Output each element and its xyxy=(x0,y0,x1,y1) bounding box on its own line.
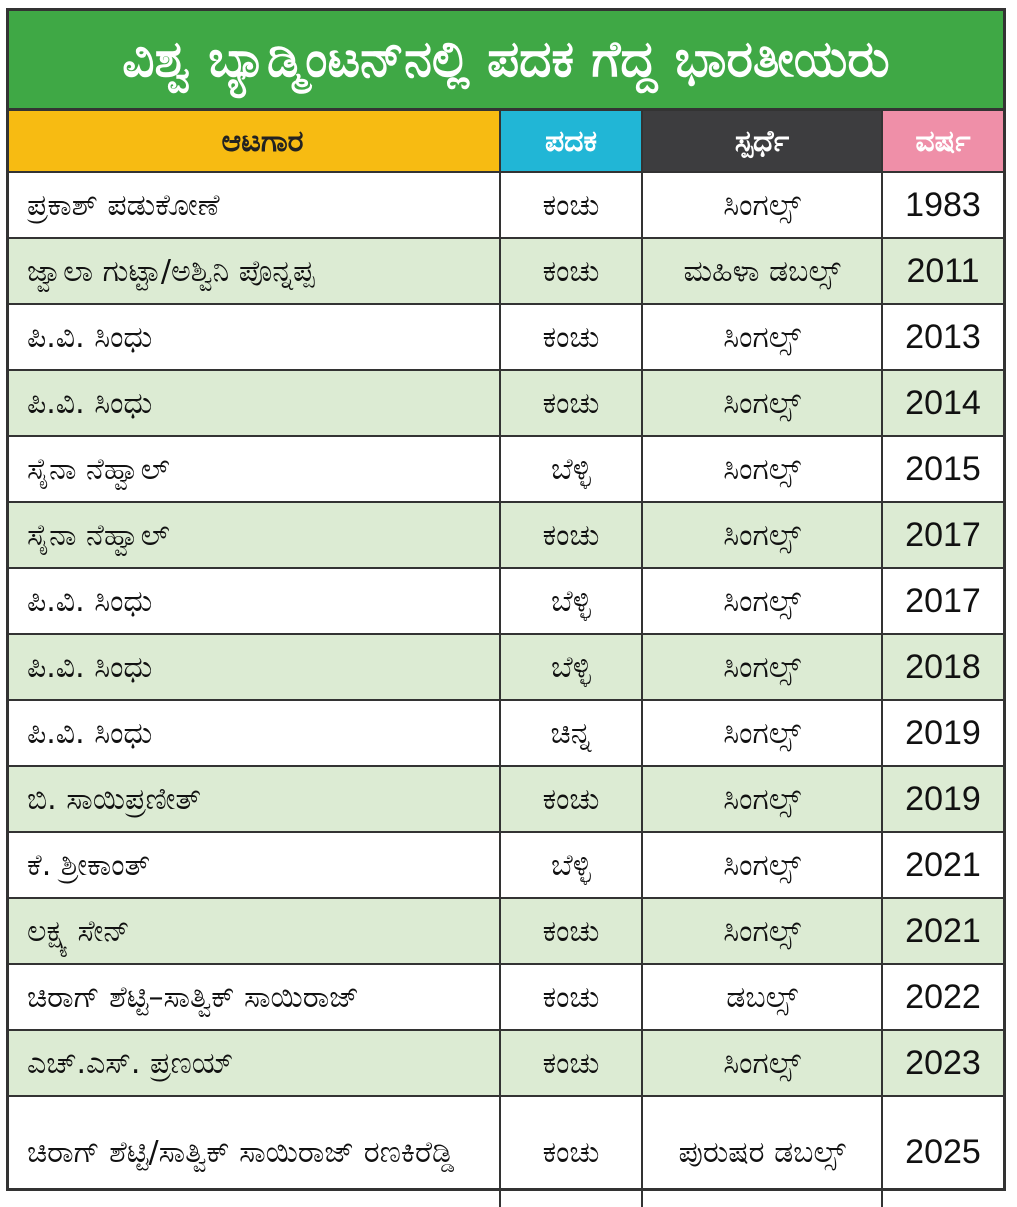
cell-year: 2015 xyxy=(881,435,1003,503)
cell-event: ಮಹಿಳಾ ಡಬಲ್ಸ್ xyxy=(641,237,883,305)
cell-event: ಸಿಂಗಲ್ಸ್ xyxy=(641,171,883,239)
cell-event: ಸಿಂಗಲ್ಸ್ xyxy=(641,897,883,965)
table-row: ಪ್ರಕಾಶ್ ಪಡುಕೋಣೆ ಕಂಚು ಸಿಂಗಲ್ಸ್ 1983 xyxy=(9,171,1003,239)
page-title: ವಿಶ್ವ ಬ್ಯಾಡ್ಮಿಂಟನ್‌ನಲ್ಲಿ ಪದಕ ಗೆದ್ದ ಭಾರತೀ… xyxy=(9,11,1003,111)
cell-player: ಸೈನಾ ನೆಹ್ವಾಲ್ xyxy=(9,435,501,503)
cell-player: ಜ್ವಾಲಾ ಗುಟ್ಟಾ/ಅಶ್ವಿನಿ ಪೊನ್ನಪ್ಪ xyxy=(9,237,501,305)
cell-medal: ಕಂಚು xyxy=(499,963,643,1031)
table-row: ಬಿ. ಸಾಯಿಪ್ರಣೀತ್ ಕಂಚು ಸಿಂಗಲ್ಸ್ 2019 xyxy=(9,765,1003,833)
table-row: ಚಿರಾಗ್ ಶೆಟ್ಟಿ–ಸಾತ್ವಿಕ್ ಸಾಯಿರಾಜ್ ಕಂಚು ಡಬಲ್ಸ… xyxy=(9,963,1003,1031)
cell-player: ಪಿ.ವಿ. ಸಿಂಧು xyxy=(9,303,501,371)
cell-event: ಡಬಲ್ಸ್ xyxy=(641,963,883,1031)
cell-event: ಸಿಂಗಲ್ಸ್ xyxy=(641,831,883,899)
cell-medal: ಕಂಚು xyxy=(499,765,643,833)
cell-event: ಸಿಂಗಲ್ಸ್ xyxy=(641,369,883,437)
cell-player: ಕೆ. ಶ್ರೀಕಾಂತ್ xyxy=(9,831,501,899)
cell-medal: ಕಂಚು xyxy=(499,369,643,437)
cell-medal: ಕಂಚು xyxy=(499,171,643,239)
cell-year: 2013 xyxy=(881,303,1003,371)
table-row: ಕೆ. ಶ್ರೀಕಾಂತ್ ಬೆಳ್ಳಿ ಸಿಂಗಲ್ಸ್ 2021 xyxy=(9,831,1003,899)
column-header-medal: ಪದಕ xyxy=(499,111,643,173)
cell-player: ಪಿ.ವಿ. ಸಿಂಧು xyxy=(9,567,501,635)
cell-medal: ಕಂಚು xyxy=(499,1095,643,1207)
cell-player: ಪ್ರಕಾಶ್ ಪಡುಕೋಣೆ xyxy=(9,171,501,239)
cell-event: ಸಿಂಗಲ್ಸ್ xyxy=(641,501,883,569)
cell-year: 2011 xyxy=(881,237,1003,305)
cell-event: ಪುರುಷರ ಡಬಲ್ಸ್ xyxy=(641,1095,883,1207)
table-row: ಪಿ.ವಿ. ಸಿಂಧು ಚಿನ್ನ ಸಿಂಗಲ್ಸ್ 2019 xyxy=(9,699,1003,767)
cell-year: 2014 xyxy=(881,369,1003,437)
cell-year: 2018 xyxy=(881,633,1003,701)
cell-event: ಸಿಂಗಲ್ಸ್ xyxy=(641,633,883,701)
cell-player: ಎಚ್.ಎಸ್. ಪ್ರಣಯ್ xyxy=(9,1029,501,1097)
table-row: ಪಿ.ವಿ. ಸಿಂಧು ಕಂಚು ಸಿಂಗಲ್ಸ್ 2013 xyxy=(9,303,1003,371)
cell-year: 2021 xyxy=(881,897,1003,965)
cell-player: ಲಕ್ಷ್ಯ ಸೇನ್ xyxy=(9,897,501,965)
table-row: ಪಿ.ವಿ. ಸಿಂಧು ಕಂಚು ಸಿಂಗಲ್ಸ್ 2014 xyxy=(9,369,1003,437)
cell-medal: ಕಂಚು xyxy=(499,1029,643,1097)
table-row: ಸೈನಾ ನೆಹ್ವಾಲ್ ಬೆಳ್ಳಿ ಸಿಂಗಲ್ಸ್ 2015 xyxy=(9,435,1003,503)
cell-medal: ಬೆಳ್ಳಿ xyxy=(499,567,643,635)
cell-year: 2019 xyxy=(881,765,1003,833)
cell-event: ಸಿಂಗಲ್ಸ್ xyxy=(641,1029,883,1097)
cell-medal: ಕಂಚು xyxy=(499,303,643,371)
cell-event: ಸಿಂಗಲ್ಸ್ xyxy=(641,567,883,635)
cell-event: ಸಿಂಗಲ್ಸ್ xyxy=(641,699,883,767)
table-row: ಪಿ.ವಿ. ಸಿಂಧು ಬೆಳ್ಳಿ ಸಿಂಗಲ್ಸ್ 2017 xyxy=(9,567,1003,635)
cell-medal: ಬೆಳ್ಳಿ xyxy=(499,831,643,899)
cell-player: ಬಿ. ಸಾಯಿಪ್ರಣೀತ್ xyxy=(9,765,501,833)
cell-medal: ಬೆಳ್ಳಿ xyxy=(499,435,643,503)
table-header-row: ಆಟಗಾರ ಪದಕ ಸ್ಪರ್ಧೆ ವರ್ಷ xyxy=(9,111,1003,173)
table-row: ಸೈನಾ ನೆಹ್ವಾಲ್ ಕಂಚು ಸಿಂಗಲ್ಸ್ 2017 xyxy=(9,501,1003,569)
cell-medal: ಬೆಳ್ಳಿ xyxy=(499,633,643,701)
cell-event: ಸಿಂಗಲ್ಸ್ xyxy=(641,435,883,503)
cell-event: ಸಿಂಗಲ್ಸ್ xyxy=(641,765,883,833)
medal-table-infographic: ವಿಶ್ವ ಬ್ಯಾಡ್ಮಿಂಟನ್‌ನಲ್ಲಿ ಪದಕ ಗೆದ್ದ ಭಾರತೀ… xyxy=(6,8,1006,1207)
cell-medal: ಕಂಚು xyxy=(499,237,643,305)
cell-year: 2017 xyxy=(881,567,1003,635)
cell-year: 2017 xyxy=(881,501,1003,569)
table-row: ಚಿರಾಗ್ ಶೆಟ್ಟಿ/ಸಾತ್ವಿಕ್ ಸಾಯಿರಾಜ್ ರಣಕಿರೆಡ್… xyxy=(9,1095,1003,1207)
cell-player: ಚಿರಾಗ್ ಶೆಟ್ಟಿ/ಸಾತ್ವಿಕ್ ಸಾಯಿರಾಜ್ ರಣಕಿರೆಡ್… xyxy=(9,1095,501,1207)
table-row: ಜ್ವಾಲಾ ಗುಟ್ಟಾ/ಅಶ್ವಿನಿ ಪೊನ್ನಪ್ಪ ಕಂಚು ಮಹಿಳಾ … xyxy=(9,237,1003,305)
column-header-event: ಸ್ಪರ್ಧೆ xyxy=(641,111,883,173)
cell-player: ಸೈನಾ ನೆಹ್ವಾಲ್ xyxy=(9,501,501,569)
cell-player: ಪಿ.ವಿ. ಸಿಂಧು xyxy=(9,699,501,767)
cell-year: 1983 xyxy=(881,171,1003,239)
cell-medal: ಕಂಚು xyxy=(499,501,643,569)
cell-medal: ಚಿನ್ನ xyxy=(499,699,643,767)
column-header-player: ಆಟಗಾರ xyxy=(9,111,501,173)
table-row: ಎಚ್.ಎಸ್. ಪ್ರಣಯ್ ಕಂಚು ಸಿಂಗಲ್ಸ್ 2023 xyxy=(9,1029,1003,1097)
cell-year: 2025 xyxy=(881,1095,1003,1207)
medal-table: ಆಟಗಾರ ಪದಕ ಸ್ಪರ್ಧೆ ವರ್ಷ ಪ್ರಕಾಶ್ ಪಡುಕೋಣೆ ಕಂ… xyxy=(9,111,1003,1207)
cell-year: 2023 xyxy=(881,1029,1003,1097)
cell-player: ಪಿ.ವಿ. ಸಿಂಧು xyxy=(9,633,501,701)
cell-player: ಚಿರಾಗ್ ಶೆಟ್ಟಿ–ಸಾತ್ವಿಕ್ ಸಾಯಿರಾಜ್ xyxy=(9,963,501,1031)
column-header-year: ವರ್ಷ xyxy=(881,111,1003,173)
cell-medal: ಕಂಚು xyxy=(499,897,643,965)
table-row: ಪಿ.ವಿ. ಸಿಂಧು ಬೆಳ್ಳಿ ಸಿಂಗಲ್ಸ್ 2018 xyxy=(9,633,1003,701)
table-row: ಲಕ್ಷ್ಯ ಸೇನ್ ಕಂಚು ಸಿಂಗಲ್ಸ್ 2021 xyxy=(9,897,1003,965)
cell-player: ಪಿ.ವಿ. ಸಿಂಧು xyxy=(9,369,501,437)
cell-year: 2022 xyxy=(881,963,1003,1031)
cell-year: 2021 xyxy=(881,831,1003,899)
cell-event: ಸಿಂಗಲ್ಸ್ xyxy=(641,303,883,371)
cell-year: 2019 xyxy=(881,699,1003,767)
